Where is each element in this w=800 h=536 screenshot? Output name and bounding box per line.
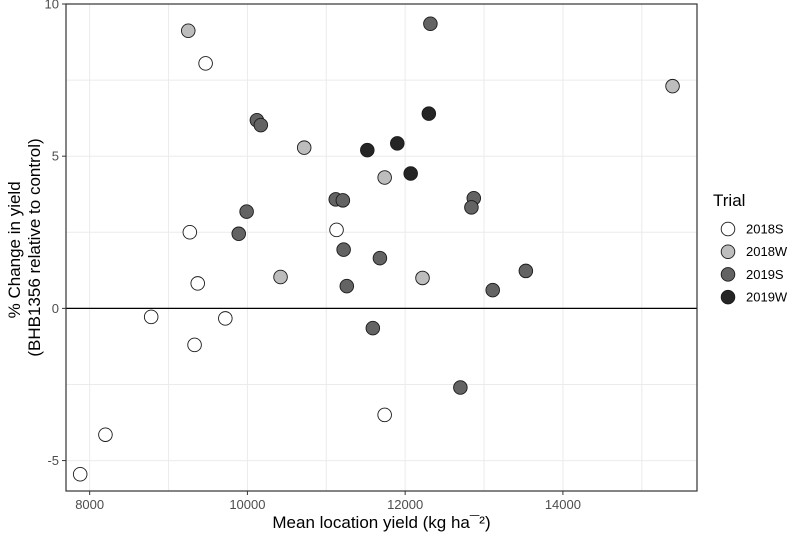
data-point-2018S <box>98 427 113 442</box>
data-point-2018S <box>143 309 159 325</box>
data-point-2019S <box>335 193 351 208</box>
y-tick-label: 10 <box>45 0 59 12</box>
y-axis-ticks: -5 0 5 10 <box>45 0 66 468</box>
y-tick-label: -5 <box>47 453 59 468</box>
data-point-2019W <box>421 106 437 121</box>
data-point-2019S <box>453 380 468 395</box>
data-point-2019S <box>372 250 388 266</box>
legend-items: 2018S 2018W 2019S 2019W <box>720 221 788 305</box>
data-point-2019S <box>239 204 254 219</box>
data-point-2019W <box>390 136 405 151</box>
legend-label-2018S: 2018S <box>746 222 784 237</box>
data-point-2019S <box>423 16 438 32</box>
legend-label-2018W: 2018W <box>746 244 788 259</box>
points-layer <box>72 16 680 482</box>
x-tick-label: 14000 <box>545 497 581 512</box>
data-point-2018S <box>72 467 88 482</box>
legend: Trial 2018S 2018W 2019S 2019W <box>713 191 788 305</box>
data-point-2019S <box>339 278 355 294</box>
legend-title: Trial <box>713 191 745 210</box>
data-point-2019S <box>518 263 534 279</box>
data-point-2018S <box>377 407 392 423</box>
y-axis-title: % Change in yield (BHB1356 relative to c… <box>5 138 44 356</box>
data-point-2019S <box>485 282 500 298</box>
data-point-2018S <box>198 56 213 71</box>
data-point-2018S <box>187 337 202 353</box>
x-axis-ticks: 8000 10000 12000 14000 <box>75 491 581 512</box>
data-point-2018W <box>665 78 680 94</box>
legend-key-2018S <box>720 221 736 237</box>
x-tick-label: 8000 <box>75 497 104 512</box>
data-point-2018W <box>181 23 196 39</box>
data-point-2019W <box>360 142 375 158</box>
x-tick-label: 12000 <box>387 497 423 512</box>
data-point-2019S <box>231 226 246 242</box>
data-point-2019S <box>365 320 381 336</box>
data-point-2019S <box>336 242 351 257</box>
data-point-2019S <box>253 117 269 133</box>
legend-key-2018W <box>720 244 736 259</box>
data-point-2018W <box>415 270 430 286</box>
data-point-2018W <box>377 170 392 185</box>
data-point-2018W <box>273 269 288 285</box>
legend-key-2019W <box>720 289 736 305</box>
legend-label-2019S: 2019S <box>746 267 784 282</box>
data-point-2018W <box>296 140 312 155</box>
plot-border <box>65 3 698 492</box>
data-point-2018S <box>218 311 233 326</box>
legend-key-2019S <box>720 267 736 282</box>
y-axis-title-line-2: (BHB1356 relative to control) <box>25 138 44 356</box>
data-point-2018S <box>190 276 205 291</box>
legend-label-2019W: 2019W <box>746 290 788 305</box>
data-point-2018S <box>329 222 344 238</box>
x-tick-label: 10000 <box>229 497 265 512</box>
y-tick-label: 5 <box>52 149 59 164</box>
data-point-2019W <box>403 166 418 181</box>
y-tick-label: 0 <box>52 301 59 316</box>
x-axis-title: Mean location yield (kg ha¯²) <box>272 513 490 532</box>
data-point-2018S <box>182 225 198 240</box>
data-point-2019S <box>464 200 479 215</box>
y-axis-title-line-1: % Change in yield <box>5 181 24 318</box>
